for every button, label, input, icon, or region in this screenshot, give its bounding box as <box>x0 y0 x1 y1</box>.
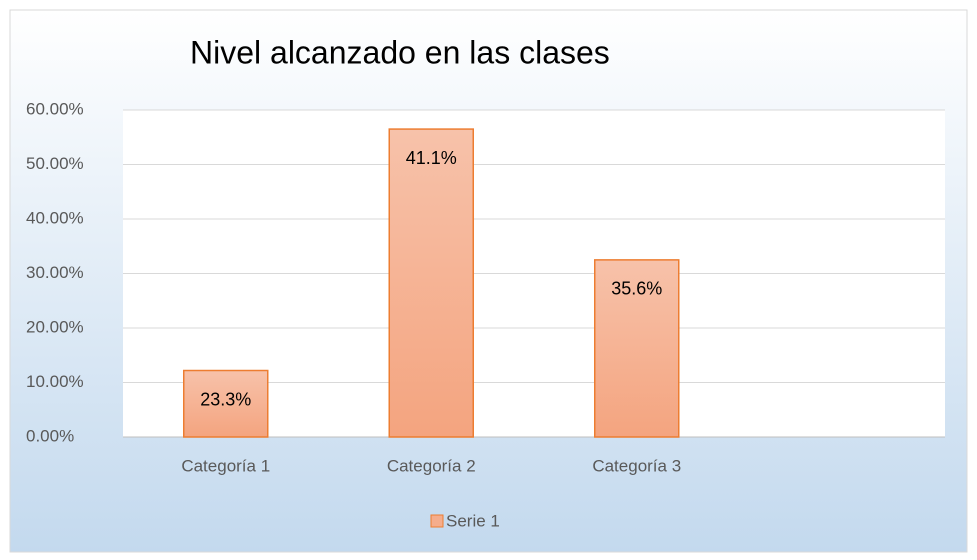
legend-label: Serie 1 <box>446 511 500 530</box>
x-tick-label: Categoría 1 <box>181 456 270 475</box>
y-tick-label: 30.00% <box>26 263 84 282</box>
y-tick-label: 40.00% <box>26 208 84 227</box>
bar <box>183 369 269 438</box>
bar <box>388 128 474 438</box>
y-tick-label: 0.00% <box>26 426 74 445</box>
data-label: 35.6% <box>611 279 662 299</box>
bar <box>594 259 680 438</box>
data-label: 23.3% <box>200 389 251 409</box>
y-tick-label: 20.00% <box>26 317 84 336</box>
y-tick-label: 60.00% <box>26 99 84 118</box>
x-tick-label: Categoría 3 <box>592 456 681 475</box>
y-tick-label: 50.00% <box>26 154 84 173</box>
y-tick-label: 10.00% <box>26 372 84 391</box>
data-label: 41.1% <box>406 148 457 168</box>
chart-title: Nivel alcanzado en las clases <box>190 34 610 70</box>
x-tick-label: Categoría 2 <box>387 456 476 475</box>
legend-swatch <box>430 514 444 528</box>
